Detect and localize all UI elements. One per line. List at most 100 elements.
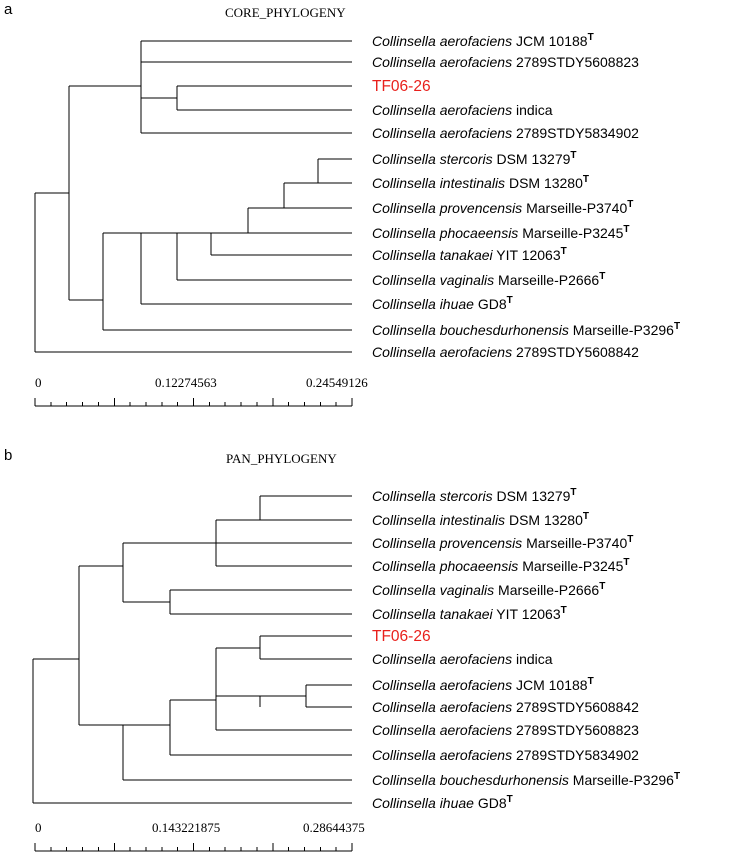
strain-name: YIT 12063 bbox=[493, 606, 561, 622]
strain-name: GD8 bbox=[474, 296, 507, 312]
leaf-label: Collinsella vaginalis Marseille-P2666T bbox=[372, 271, 605, 288]
scale-label: 0.12274563 bbox=[155, 375, 217, 390]
type-strain-mark: T bbox=[507, 295, 513, 306]
leaf-label: Collinsella intestinalis DSM 13280T bbox=[372, 174, 589, 191]
leaf-label: Collinsella stercoris DSM 13279T bbox=[372, 487, 577, 504]
species-name: Collinsella vaginalis bbox=[372, 582, 494, 598]
type-strain-mark: T bbox=[507, 794, 513, 805]
leaf-label: Collinsella provencensis Marseille-P3740… bbox=[372, 199, 633, 216]
leaf-label: Collinsella phocaeensis Marseille-P3245T bbox=[372, 224, 629, 241]
type-strain-mark: T bbox=[570, 487, 576, 498]
species-name: Collinsella stercoris bbox=[372, 151, 493, 167]
leaf-labels-b: Collinsella stercoris DSM 13279T Collinse… bbox=[372, 487, 680, 811]
strain-name: Marseille-P3296 bbox=[569, 772, 674, 788]
species-name: Collinsella bouchesdurhonensis bbox=[372, 772, 569, 788]
strain-name: Marseille-P3245 bbox=[518, 558, 623, 574]
leaf-label: Collinsella stercoris DSM 13279T bbox=[372, 150, 577, 167]
type-strain-mark: T bbox=[588, 676, 594, 687]
panel-b: b PAN_PHYLOGENY bbox=[4, 447, 680, 852]
species-name: Collinsella tanakaei bbox=[372, 606, 494, 622]
species-name: Collinsella provencensis bbox=[372, 200, 522, 216]
species-name: Collinsella bouchesdurhonensis bbox=[372, 322, 569, 338]
panel-a: a CORE_PHYLOGENY bbox=[4, 1, 680, 407]
leaf-label: Collinsella bouchesdurhonensis Marseille… bbox=[372, 771, 680, 788]
strain-name: YIT 12063 bbox=[493, 247, 561, 263]
strain-name: Marseille-P3296 bbox=[569, 322, 674, 338]
leaf-labels-a: Collinsella aerofaciens JCM 10188TCollin… bbox=[372, 32, 680, 360]
scale-label: 0 bbox=[35, 375, 42, 390]
strain-name: Marseille-P2666 bbox=[494, 272, 599, 288]
species-name: Collinsella phocaeensis bbox=[372, 558, 518, 574]
species-name: Collinsella aerofaciens bbox=[372, 344, 512, 360]
scale-bar-a: 0 0.12274563 0.24549126 bbox=[34, 375, 368, 407]
species-name: Collinsella intestinalis bbox=[372, 512, 505, 528]
species-name: Collinsella aerofaciens bbox=[372, 651, 512, 667]
leaf-label: Collinsella intestinalis DSM 13280T bbox=[372, 511, 589, 528]
species-name: Collinsella ihuae bbox=[372, 795, 474, 811]
species-name: Collinsella provencensis bbox=[372, 535, 522, 551]
leaf-label: Collinsella phocaeensis Marseille-P3245T bbox=[372, 557, 629, 574]
leaf-label: Collinsella tanakaei YIT 12063T bbox=[372, 246, 567, 263]
strain-name: JCM 10188 bbox=[512, 33, 588, 49]
strain-name: DSM 13280 bbox=[505, 175, 583, 191]
tree-a bbox=[34, 40, 352, 353]
type-strain-mark: T bbox=[561, 605, 567, 616]
strain-name: 2789STDY5608842 bbox=[512, 699, 639, 715]
type-strain-mark: T bbox=[674, 321, 680, 332]
strain-name: 2789STDY5608823 bbox=[512, 722, 639, 738]
strain-name: DSM 13280 bbox=[505, 512, 583, 528]
strain-name: DSM 13279 bbox=[493, 151, 571, 167]
leaf-label: Collinsella aerofaciens JCM 10188T bbox=[372, 676, 594, 693]
leaf-label-highlight: TF06-26 bbox=[372, 78, 431, 95]
type-strain-mark: T bbox=[627, 534, 633, 545]
species-name: Collinsella aerofaciens bbox=[372, 102, 512, 118]
strain-name: GD8 bbox=[474, 795, 507, 811]
strain-name: 2789STDY5834902 bbox=[512, 747, 639, 763]
leaf-label: Collinsella aerofaciens indica bbox=[372, 102, 553, 118]
strain-name: JCM 10188 bbox=[512, 677, 588, 693]
leaf-label: Collinsella aerofaciens 2789STDY5834902 bbox=[372, 747, 639, 763]
leaf-label: Collinsella aerofaciens JCM 10188T bbox=[372, 32, 594, 49]
type-strain-mark: T bbox=[599, 581, 605, 592]
scale-ticks-a bbox=[34, 398, 353, 406]
scale-label: 0.143221875 bbox=[152, 820, 220, 835]
leaf-label: Collinsella aerofaciens 2789STDY5608842 bbox=[372, 344, 639, 360]
leaf-label: Collinsella provencensis Marseille-P3740… bbox=[372, 534, 633, 551]
species-name: Collinsella aerofaciens bbox=[372, 699, 512, 715]
type-strain-mark: T bbox=[570, 150, 576, 161]
type-strain-mark: T bbox=[623, 224, 629, 235]
species-name: Collinsella aerofaciens bbox=[372, 677, 512, 693]
strain-name: indica bbox=[512, 651, 553, 667]
species-name: Collinsella phocaeensis bbox=[372, 225, 518, 241]
leaf-label: Collinsella aerofaciens 2789STDY5608842 bbox=[372, 699, 639, 715]
type-strain-mark: T bbox=[588, 32, 594, 43]
leaf-label: Collinsella aerofaciens 2789STDY5834902 bbox=[372, 125, 639, 141]
leaf-label: Collinsella ihuae GD8T bbox=[372, 295, 513, 312]
scale-ticks-b bbox=[34, 843, 353, 851]
type-strain-mark: T bbox=[623, 557, 629, 568]
species-name: Collinsella aerofaciens bbox=[372, 54, 512, 70]
type-strain-mark: T bbox=[583, 174, 589, 185]
species-name: Collinsella vaginalis bbox=[372, 272, 494, 288]
leaf-label: Collinsella aerofaciens 2789STDY5608823 bbox=[372, 722, 639, 738]
panel-title-b: PAN_PHYLOGENY bbox=[226, 451, 337, 466]
leaf-label: Collinsella aerofaciens 2789STDY5608823 bbox=[372, 54, 639, 70]
species-name: Collinsella intestinalis bbox=[372, 175, 505, 191]
panel-title-a: CORE_PHYLOGENY bbox=[225, 5, 346, 20]
scale-label: 0.28644375 bbox=[303, 820, 365, 835]
species-name: Collinsella tanakaei bbox=[372, 247, 494, 263]
species-name: Collinsella aerofaciens bbox=[372, 125, 512, 141]
species-name: Collinsella aerofaciens bbox=[372, 722, 512, 738]
strain-name: indica bbox=[512, 102, 553, 118]
strain-name: 2789STDY5608842 bbox=[512, 344, 639, 360]
leaf-label: Collinsella vaginalis Marseille-P2666T bbox=[372, 581, 605, 598]
species-name: Collinsella aerofaciens bbox=[372, 33, 512, 49]
type-strain-mark: T bbox=[674, 771, 680, 782]
strain-name: DSM 13279 bbox=[493, 488, 571, 504]
leaf-label-highlight: TF06-26 bbox=[372, 628, 431, 645]
type-strain-mark: T bbox=[627, 199, 633, 210]
strain-name: Marseille-P2666 bbox=[494, 582, 599, 598]
leaf-label: Collinsella tanakaei YIT 12063T bbox=[372, 605, 567, 622]
leaf-label: Collinsella bouchesdurhonensis Marseille… bbox=[372, 321, 680, 338]
